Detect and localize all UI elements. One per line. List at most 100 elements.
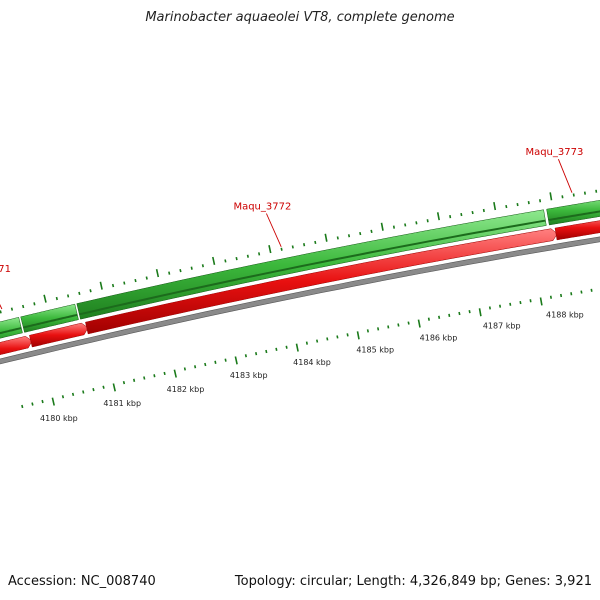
inner-tick: [31, 402, 34, 406]
outer-tick: [539, 199, 542, 203]
outer-tick: [436, 212, 440, 221]
outer-tick: [111, 283, 115, 288]
inner-tick-layer: [21, 288, 593, 409]
inner-tick: [214, 360, 217, 364]
forward-gene-shade: [23, 313, 78, 329]
inner-tick: [255, 352, 258, 356]
outer-tick: [583, 191, 586, 195]
inner-tick: [377, 327, 380, 331]
gene-label: Maqu_3772: [233, 202, 291, 213]
inner-tick: [509, 302, 512, 306]
inner-tick: [519, 300, 522, 305]
inner-tick: [173, 369, 177, 378]
outer-tick: [460, 212, 463, 217]
outer-tick: [10, 307, 14, 311]
outer-tick: [280, 247, 283, 251]
outer-tick: [190, 266, 193, 270]
inner-tick: [570, 292, 573, 296]
inner-tick: [346, 333, 349, 337]
inner-tick: [336, 335, 339, 339]
inner-tick: [366, 329, 369, 333]
inner-tick: [427, 317, 430, 321]
outer-tick: [22, 304, 25, 309]
inner-tick: [102, 385, 105, 389]
inner-tick: [407, 321, 410, 325]
outer-tick: [482, 208, 485, 213]
forward-gene: [0, 317, 23, 339]
outer-tick: [324, 233, 328, 242]
reverse-gene: [29, 322, 89, 348]
outer-tick: [561, 195, 564, 199]
outer-tick: [370, 229, 373, 234]
outer-tick: [336, 236, 339, 240]
outer-tick: [268, 245, 272, 254]
inner-tick: [397, 323, 400, 327]
inner-tick: [204, 362, 207, 367]
outer-tick: [359, 231, 362, 236]
inner-tick: [448, 313, 451, 318]
inner-tick: [153, 374, 156, 378]
outer-tick: [43, 294, 47, 303]
outer-tick: [212, 256, 216, 265]
inner-tick: [163, 371, 166, 376]
outer-tick: [33, 302, 36, 306]
gene-label-leader: [265, 213, 282, 247]
gene-label-leader: [557, 159, 573, 193]
outer-tick: [78, 291, 81, 295]
scale-label: 4181 kbp: [103, 399, 141, 408]
forward-strand-layer: [0, 200, 600, 339]
outer-tick: [493, 201, 497, 211]
outer-tick: [527, 200, 530, 205]
inner-tick: [194, 365, 197, 369]
inner-tick: [549, 295, 552, 299]
scale-label: 4182 kbp: [167, 385, 205, 394]
inner-tick: [326, 337, 329, 341]
inner-tick: [234, 356, 238, 365]
inner-tick: [356, 331, 360, 340]
inner-tick: [275, 347, 278, 351]
outer-tick: [246, 254, 249, 258]
inner-tick: [224, 358, 227, 362]
inner-tick: [295, 343, 299, 352]
outer-tick: [224, 259, 227, 263]
outer-tick: [449, 214, 452, 219]
inner-tick: [51, 397, 55, 406]
scale-label: 4185 kbp: [356, 345, 394, 354]
inner-tick: [580, 290, 583, 294]
outer-tick: [67, 294, 70, 298]
backbone-layer: [0, 236, 600, 365]
scale-label: 4188 kbp: [546, 311, 584, 320]
outer-tick-layer: [0, 189, 598, 314]
forward-gene: [546, 200, 600, 226]
label-layer: 4180 kbp 4181 kbp 4182 kbp 4183 kbp 4184 kbp…: [0, 147, 584, 423]
reverse-strand-layer: [0, 220, 600, 356]
outer-tick: [303, 243, 306, 247]
gene-label: Maqu_3773: [525, 147, 583, 158]
outer-tick: [235, 256, 238, 261]
inner-tick: [122, 381, 126, 385]
accession-text: Accession: NC_008740: [8, 574, 156, 589]
inner-tick: [458, 311, 461, 316]
outer-tick: [89, 289, 92, 293]
outer-tick: [201, 264, 204, 268]
inner-tick: [183, 367, 186, 371]
reverse-gene: [554, 220, 600, 241]
outer-tick: [291, 245, 294, 249]
scale-label: 4187 kbp: [483, 322, 521, 331]
inner-tick: [417, 319, 421, 328]
inner-tick: [112, 383, 116, 392]
outer-tick: [123, 281, 126, 285]
outer-tick: [516, 202, 519, 207]
inner-tick: [265, 349, 268, 354]
outer-tick: [347, 234, 351, 238]
inner-tick: [61, 395, 65, 399]
inner-tick: [92, 388, 95, 392]
inner-tick: [82, 390, 85, 394]
inner-tick: [438, 315, 441, 319]
outer-tick: [471, 210, 474, 215]
outer-tick: [380, 222, 384, 231]
outer-tick: [572, 193, 575, 197]
scale-label: 4183 kbp: [230, 371, 268, 380]
genome-summary-text: Topology: circular; Length: 4,326,849 bp…: [234, 574, 592, 589]
